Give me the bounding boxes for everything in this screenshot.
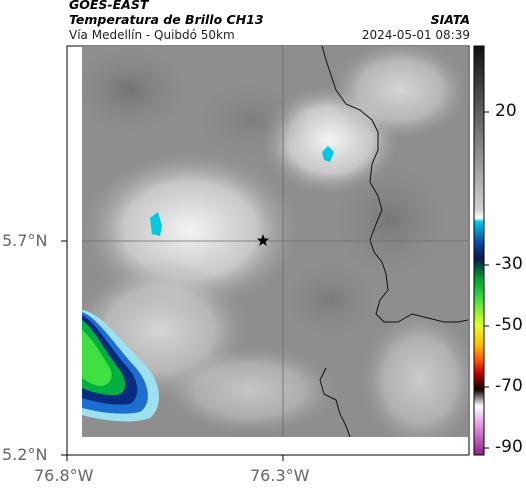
satellite-image xyxy=(82,46,468,437)
region-label: Vía Medellín - Quibdó 50km xyxy=(69,28,235,42)
colorbar-label-20: 20 xyxy=(495,101,517,121)
colorbar-label-minus30: -30 xyxy=(495,254,523,274)
colorbar-label-minus50: -50 xyxy=(495,315,523,335)
lat-label-2: 5.2°N xyxy=(2,445,48,464)
lon-label-1: 76.8°W xyxy=(34,466,94,485)
coast-line xyxy=(319,367,351,437)
lon-label-2: 76.3°W xyxy=(250,466,310,485)
colorbar xyxy=(473,45,485,456)
colorbar-label-minus90: -90 xyxy=(495,437,523,457)
lat-label-1: 5.7°N xyxy=(2,231,48,250)
satellite-name: GOES-EAST xyxy=(69,0,149,12)
colorbar-label-minus70: -70 xyxy=(495,376,523,396)
border-line xyxy=(321,46,468,323)
product-title: Temperatura de Brillo CH13 xyxy=(69,12,264,27)
organization-label: SIATA xyxy=(430,12,470,27)
star-icon xyxy=(256,234,270,246)
timestamp-label: 2024-05-01 08:39 xyxy=(361,28,470,42)
